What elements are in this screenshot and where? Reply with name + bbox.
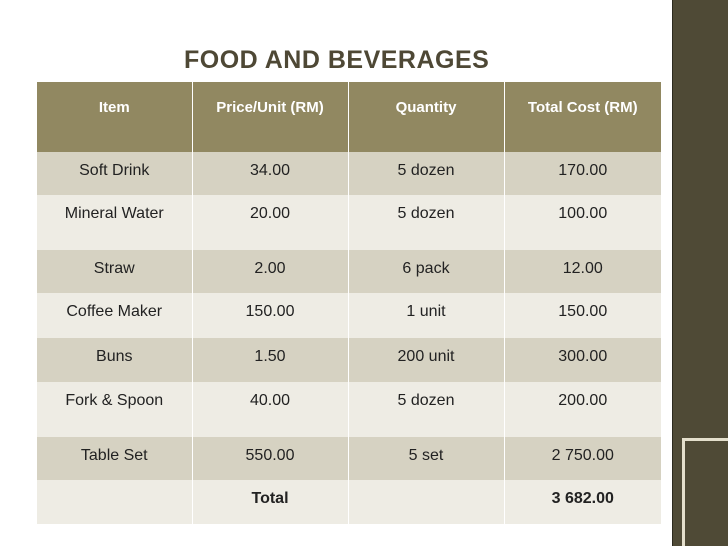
cell-quantity: 5 dozen: [348, 382, 505, 437]
cell-item: [37, 480, 193, 524]
cell-total: 12.00: [562, 260, 603, 277]
cell-price: 550.00: [192, 437, 349, 480]
grand-total-value: 3 682.00: [551, 490, 614, 507]
header-item: Item: [37, 82, 193, 152]
cell-quantity: 6 pack: [348, 250, 505, 293]
cell-item: Mineral Water: [37, 195, 193, 250]
total-label: Total: [192, 480, 349, 524]
cell-total: 2 750.00: [551, 447, 614, 464]
cell-item: Table Set: [37, 437, 193, 480]
cell-total: 300.00: [558, 348, 608, 365]
cell-item: Fork & Spoon: [37, 382, 193, 437]
total-row: Total 3 682.00: [37, 480, 661, 524]
table-row: Mineral Water 20.00 5 dozen 100.00: [37, 195, 661, 250]
slide: FOOD AND BEVERAGES Item Price/Unit (RM) …: [0, 0, 673, 546]
header-price: Price/Unit (RM): [192, 82, 349, 152]
cell-price: 34.00: [192, 152, 349, 195]
cell-price: 150.00: [192, 293, 349, 338]
cell-quantity: 1 unit: [348, 293, 505, 338]
cell-total: 150.00: [558, 303, 608, 320]
cell-price: 40.00: [192, 382, 349, 437]
cell-quantity: 200 unit: [348, 338, 505, 382]
table-row: Fork & Spoon 40.00 5 dozen 200.00: [37, 382, 661, 437]
cell-price: 20.00: [192, 195, 349, 250]
cell-quantity: 5 dozen: [348, 195, 505, 250]
table-row: Straw 2.00 6 pack 12.00: [37, 250, 661, 293]
cell-item: Coffee Maker: [37, 293, 193, 338]
header-total-cost: Total Cost (RM): [527, 99, 638, 116]
table-header-row: Item Price/Unit (RM) Quantity Total Cost…: [37, 82, 661, 152]
cell-price: 1.50: [192, 338, 349, 382]
cell-price: 2.00: [192, 250, 349, 293]
table-row: Coffee Maker 150.00 1 unit 150.00: [37, 293, 661, 338]
table-row: Table Set 550.00 5 set 2 750.00: [37, 437, 661, 480]
side-decoration: [682, 438, 728, 546]
cell-quantity: [348, 480, 505, 524]
table-row: Buns 1.50 200 unit 300.00: [37, 338, 661, 382]
header-quantity: Quantity: [348, 82, 505, 152]
slide-title: FOOD AND BEVERAGES: [184, 46, 490, 74]
cell-total: 100.00: [558, 205, 608, 222]
cell-item: Soft Drink: [37, 152, 193, 195]
cell-quantity: 5 set: [348, 437, 505, 480]
cell-item: Buns: [37, 338, 193, 382]
cost-table: Item Price/Unit (RM) Quantity Total Cost…: [37, 82, 661, 524]
cell-total: 170.00: [558, 162, 608, 179]
cell-item: Straw: [37, 250, 193, 293]
cell-total: 200.00: [558, 392, 608, 409]
cell-quantity: 5 dozen: [348, 152, 505, 195]
table-row: Soft Drink 34.00 5 dozen 170.00: [37, 152, 661, 195]
